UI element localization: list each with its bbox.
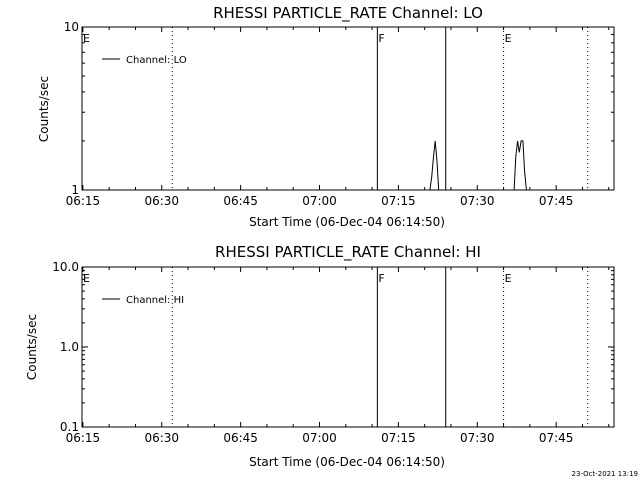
x-tick-label: 07:45	[539, 431, 574, 445]
y-tick-label: 0.1	[60, 420, 79, 434]
x-tick-label: 07:30	[460, 194, 495, 208]
x-tick-label: 06:45	[223, 431, 258, 445]
event-marker-label: E	[505, 32, 512, 45]
x-tick-label: 06:15	[66, 431, 101, 445]
y-axis-label: Counts/sec	[25, 314, 39, 380]
x-tick-label: 07:00	[302, 194, 337, 208]
chart-title: RHESSI PARTICLE_RATE Channel: LO	[213, 4, 483, 23]
series-line	[429, 140, 440, 191]
y-tick-label: 1	[71, 183, 79, 197]
event-marker-label: F	[378, 272, 384, 285]
panel-lo: RHESSI PARTICLE_RATE Channel: LO Start T…	[37, 4, 615, 229]
legend-label: Channel: LO	[126, 55, 187, 66]
x-tick-label: 06:30	[144, 431, 179, 445]
x-tick-label: 06:30	[144, 194, 179, 208]
plot-frame	[81, 26, 615, 191]
legend-label: Channel: HI	[126, 295, 184, 306]
footer-timestamp: 23-Oct-2021 13:19	[572, 470, 638, 478]
event-marker-label: F	[378, 32, 384, 45]
x-tick-label: 06:15	[66, 194, 101, 208]
series-line	[513, 140, 527, 191]
y-tick-label: 10.0	[52, 260, 79, 274]
plot-frame	[81, 266, 615, 428]
x-tick-label: 07:30	[460, 431, 495, 445]
y-axis-label: Counts/sec	[37, 76, 51, 142]
x-tick-label: 07:00	[302, 431, 337, 445]
x-tick-label: 07:15	[381, 194, 416, 208]
x-axis-label: Start Time (06-Dec-04 06:14:50)	[249, 215, 445, 229]
y-tick-label: 10	[64, 20, 79, 34]
panel-hi: RHESSI PARTICLE_RATE Channel: HI Start T…	[25, 243, 615, 469]
x-tick-label: 07:15	[381, 431, 416, 445]
x-tick-label: 06:45	[223, 194, 258, 208]
event-marker-label: E	[83, 32, 90, 45]
chart-title: RHESSI PARTICLE_RATE Channel: HI	[215, 243, 481, 262]
y-tick-label: 1.0	[60, 340, 79, 354]
x-tick-label: 07:45	[539, 194, 574, 208]
x-axis-label: Start Time (06-Dec-04 06:14:50)	[249, 455, 445, 469]
event-marker-label: E	[505, 272, 512, 285]
event-marker-label: E	[83, 272, 90, 285]
